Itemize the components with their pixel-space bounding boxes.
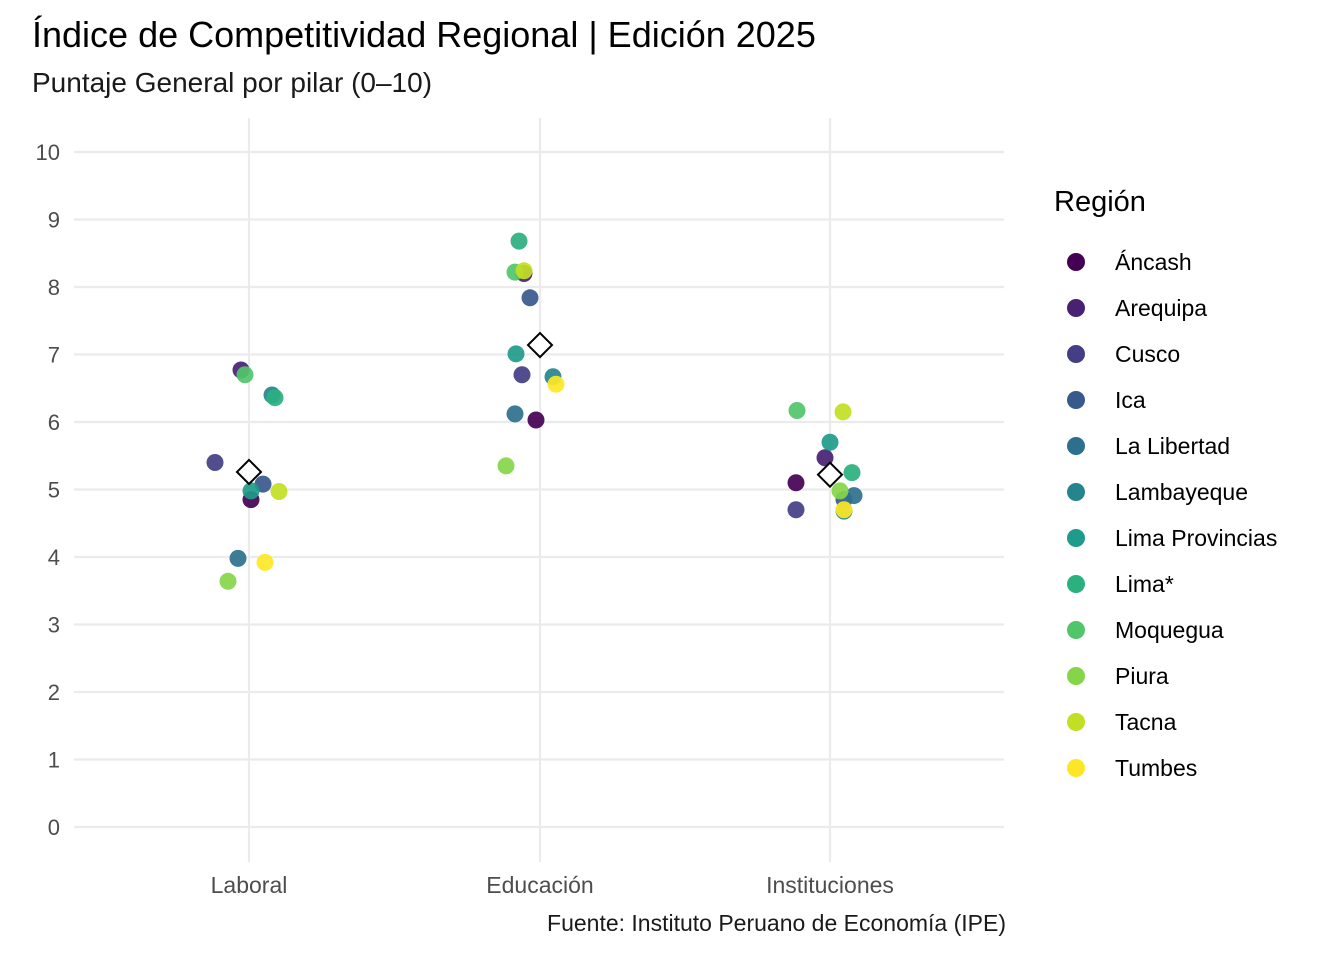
x-tick-label: Instituciones [766, 872, 894, 898]
data-point [236, 366, 254, 384]
legend-label: Lambayeque [1115, 478, 1248, 505]
legend-label: Lima* [1115, 570, 1174, 597]
y-axis-ticks: 0 1 2 3 4 5 6 7 8 9 10 [36, 140, 60, 840]
legend-label: La Libertad [1115, 432, 1231, 459]
data-point [821, 433, 839, 451]
legend-swatch [1067, 391, 1085, 409]
legend-label: Ica [1115, 386, 1146, 413]
legend-swatch [1067, 345, 1085, 363]
y-tick-label: 2 [48, 680, 60, 705]
legend-item: Ica [1054, 377, 1146, 423]
legend-swatch [1067, 483, 1085, 501]
data-point [787, 501, 805, 519]
chart-title: Índice de Competitividad Regional | Edic… [32, 14, 816, 55]
y-tick-label: 0 [48, 815, 60, 840]
legend-item: Lima* [1054, 561, 1174, 607]
data-point [510, 232, 528, 250]
mean-marker [235, 458, 263, 486]
legend-item: Piura [1054, 653, 1169, 699]
grid-layer [74, 118, 1004, 862]
legend-items: Áncash Arequipa Cusco Ica La Libertad Lambaye… [1054, 239, 1277, 791]
legend-item: Cusco [1054, 331, 1180, 377]
x-tick-label: Laboral [211, 872, 288, 898]
legend-item: Lambayeque [1054, 469, 1248, 515]
legend-swatch [1067, 621, 1085, 639]
legend-swatch [1067, 253, 1085, 271]
data-point [834, 403, 852, 421]
y-tick-label: 7 [48, 343, 60, 368]
y-tick-label: 8 [48, 275, 60, 300]
data-point [242, 482, 260, 500]
data-point [547, 375, 565, 393]
legend-label: Piura [1115, 662, 1169, 689]
data-point [513, 366, 531, 384]
legend-label: Moquegua [1115, 616, 1224, 643]
legend-item: Lima Provincias [1054, 515, 1277, 561]
data-points [206, 232, 863, 590]
y-tick-label: 4 [48, 545, 60, 570]
legend-label: Cusco [1115, 340, 1181, 367]
legend-item: Arequipa [1054, 285, 1207, 331]
data-point [527, 411, 545, 429]
legend-item: Tacna [1054, 699, 1176, 745]
mean-marker [816, 461, 844, 489]
y-tick-label: 9 [48, 208, 60, 233]
legend-label: Áncash [1115, 248, 1192, 275]
legend-title: Región [1054, 186, 1146, 218]
data-point [788, 402, 806, 420]
y-tick-label: 1 [48, 748, 60, 773]
data-point [515, 262, 533, 280]
x-axis-ticks: Laboral Educación Instituciones [211, 872, 894, 898]
data-point [506, 405, 524, 423]
legend-swatch [1067, 759, 1085, 777]
y-tick-label: 10 [36, 140, 60, 165]
legend-swatch [1067, 437, 1085, 455]
data-point [229, 549, 247, 567]
chart-subtitle: Puntaje General por pilar (0–10) [32, 67, 433, 98]
data-point [219, 572, 237, 590]
data-point [845, 487, 863, 505]
legend: Región Áncash Arequipa Cusco Ica La Libertad… [1054, 186, 1277, 791]
data-point [787, 474, 805, 492]
data-point [507, 345, 525, 363]
legend-swatch [1067, 529, 1085, 547]
legend-swatch [1067, 667, 1085, 685]
mean-markers [235, 331, 844, 489]
data-point [831, 482, 849, 500]
legend-label: Lima Provincias [1115, 524, 1278, 551]
legend-swatch [1067, 713, 1085, 731]
legend-label: Tumbes [1115, 754, 1198, 781]
legend-item: Tumbes [1054, 745, 1197, 791]
data-point [270, 483, 288, 501]
y-tick-label: 3 [48, 613, 60, 638]
data-point [497, 457, 515, 475]
legend-swatch [1067, 299, 1085, 317]
legend-label: Arequipa [1115, 294, 1208, 321]
legend-item: Áncash [1054, 239, 1192, 285]
x-tick-label: Educación [486, 872, 593, 898]
legend-item: La Libertad [1054, 423, 1230, 469]
data-point [266, 389, 284, 407]
chart-caption: Fuente: Instituto Peruano de Economía (I… [547, 910, 1006, 936]
y-tick-label: 6 [48, 410, 60, 435]
y-tick-label: 5 [48, 478, 60, 503]
legend-label: Tacna [1115, 708, 1177, 735]
legend-item: Moquegua [1054, 607, 1224, 653]
data-point [256, 553, 274, 571]
mean-marker [526, 331, 554, 359]
data-point [835, 501, 853, 519]
data-point [521, 289, 539, 307]
data-point [843, 464, 861, 482]
data-point [206, 454, 224, 471]
legend-swatch [1067, 575, 1085, 593]
